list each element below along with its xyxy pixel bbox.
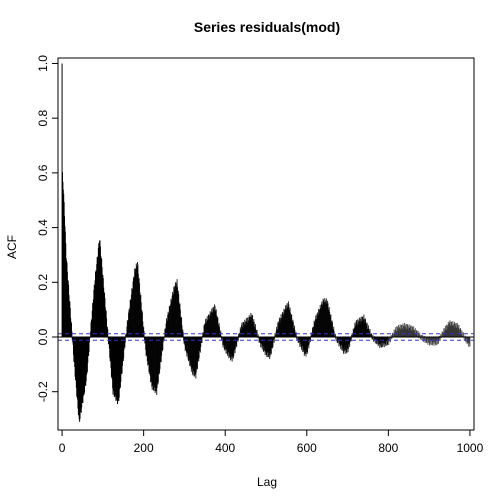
x-tick-label: 400 [215,441,235,455]
y-tick-label: 0.4 [36,219,50,236]
acf-bars [61,63,471,422]
x-tick-label: 200 [134,441,154,455]
x-tick-label: 800 [378,441,398,455]
y-tick-label: -0.2 [36,381,50,402]
x-tick-label: 1000 [457,441,484,455]
x-axis-label: Lag [257,475,277,489]
x-tick-label: 0 [59,441,66,455]
y-tick-label: 0.2 [36,274,50,291]
y-tick-label: 0.8 [36,110,50,127]
x-tick-label: 600 [297,441,317,455]
y-tick-label: 1.0 [36,55,50,72]
y-tick-label: 0.6 [36,164,50,181]
y-axis-label: ACF [5,235,19,259]
y-tick-label: 0.0 [36,328,50,345]
chart-title: Series residuals(mod) [194,19,340,35]
plot-area: 0 200 400 600 800 1000 -0.2 0.0 0.2 0.4 0.6 0.8 1.0 [36,55,483,455]
